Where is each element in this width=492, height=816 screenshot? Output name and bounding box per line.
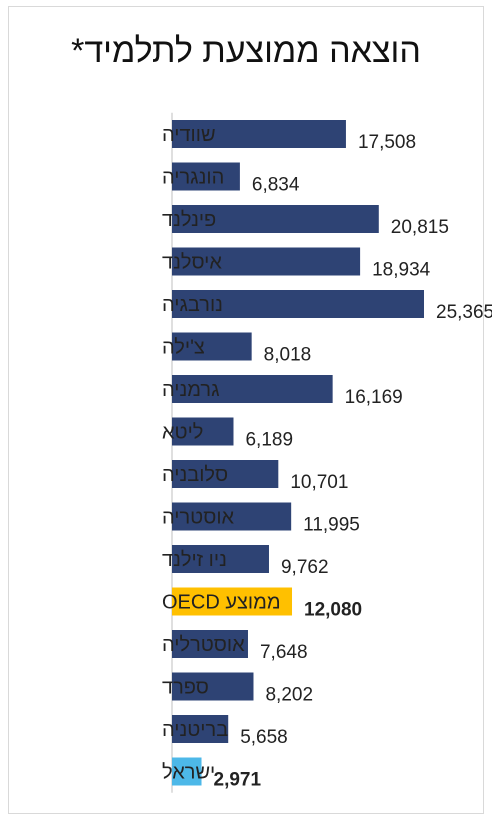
data-label: 10,701	[290, 472, 348, 493]
bar	[172, 715, 229, 743]
bar	[172, 332, 252, 361]
category-label: ישראל	[162, 762, 215, 784]
category-label: נורבגיה	[162, 294, 223, 316]
bar	[172, 247, 361, 276]
data-label: 17,508	[358, 132, 416, 153]
data-label: 8,018	[264, 345, 312, 366]
bar	[172, 630, 248, 658]
bar	[172, 460, 279, 488]
category-label: פינלנד	[162, 209, 216, 231]
category-label: שוודיה	[162, 124, 216, 146]
category-label: אוסטריה	[162, 507, 235, 529]
data-label: 2,971	[214, 770, 262, 791]
category-label: ספרד	[162, 677, 209, 699]
data-label: 7,648	[260, 642, 308, 663]
category-label: צ'ילה	[162, 337, 205, 359]
bar	[172, 205, 379, 233]
data-label: 16,169	[345, 387, 403, 408]
bar	[172, 757, 202, 786]
data-label: 6,189	[245, 430, 293, 451]
category-label: ממוצע OECD	[162, 592, 281, 614]
bar	[172, 417, 234, 446]
bar	[172, 672, 254, 701]
data-label: 6,834	[252, 175, 300, 196]
category-label: איסלנד	[162, 252, 222, 274]
data-label: 8,202	[265, 685, 313, 706]
data-label: 25,365	[436, 302, 492, 323]
data-label: 18,934	[372, 260, 431, 281]
bar	[172, 587, 293, 616]
bar	[172, 162, 240, 191]
chart-title: הוצאה ממוצעת לתלמיד*	[71, 32, 421, 70]
data-label: 5,658	[240, 727, 288, 748]
category-label: אוסטרליה	[162, 634, 245, 656]
data-label: 9,762	[281, 557, 329, 578]
category-label: ניו זילנד	[162, 549, 227, 571]
data-label: 11,995	[303, 515, 360, 536]
bar	[172, 290, 424, 318]
bar	[172, 375, 333, 403]
category-label: סלובניה	[162, 464, 228, 486]
bar	[172, 502, 292, 531]
data-label: 20,815	[391, 217, 449, 238]
bar	[172, 120, 346, 148]
category-label: גרמניה	[162, 379, 220, 401]
category-label: הונגריה	[162, 167, 224, 189]
data-label: 12,080	[304, 600, 362, 621]
category-label: בריטניה	[162, 719, 228, 741]
bar	[172, 545, 269, 573]
category-label: ליטא	[162, 422, 203, 444]
